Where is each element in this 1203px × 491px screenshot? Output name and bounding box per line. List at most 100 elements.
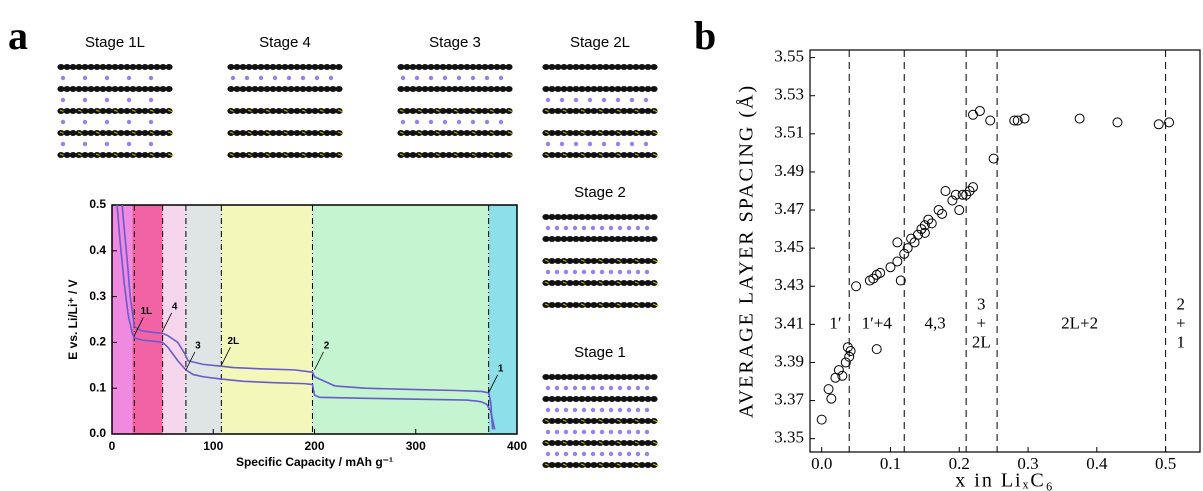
region-band [312, 205, 489, 434]
carbon-atom [638, 64, 646, 70]
lithium-atom [456, 119, 462, 125]
carbon-atom [560, 130, 568, 136]
carbon-atom [287, 108, 295, 114]
carbon-atom [566, 130, 574, 136]
carbon-atom [269, 108, 277, 114]
carbon-atom [566, 462, 574, 468]
carbon-atom [457, 152, 465, 158]
carbon-atom [439, 108, 447, 114]
carbon-atom [596, 236, 604, 242]
lithium-atom [470, 75, 476, 81]
carbon-atom [141, 108, 149, 114]
carbon-atom [87, 64, 95, 70]
lithium-atom [615, 97, 621, 103]
carbon-atom [560, 374, 568, 380]
lithium-atom [563, 225, 569, 231]
lithium-atom [498, 75, 504, 81]
carbon-atom [584, 130, 592, 136]
carbon-atom [75, 64, 83, 70]
carbon-atom [129, 130, 137, 136]
carbon-atom [554, 130, 562, 136]
carbon-atom [644, 302, 652, 308]
data-point [1012, 115, 1023, 126]
carbon-atom [644, 374, 652, 380]
carbon-atom [81, 108, 89, 114]
carbon-atom [644, 462, 652, 468]
carbon-atom [63, 108, 71, 114]
x-tick-label: 0.4 [1086, 454, 1108, 473]
carbon-atom [409, 108, 417, 114]
carbon-atom [233, 152, 241, 158]
carbon-atom [602, 418, 610, 424]
carbon-atom [141, 64, 149, 70]
carbon-atom [415, 64, 423, 70]
carbon-atom [596, 214, 604, 220]
data-point [919, 220, 930, 231]
lithium-atom [104, 75, 110, 81]
carbon-atom [445, 152, 453, 158]
carbon-atom [590, 374, 598, 380]
carbon-atom [123, 130, 131, 136]
carbon-atom [566, 418, 574, 424]
lithium-atom [644, 407, 650, 413]
carbon-atom [117, 130, 125, 136]
lithium-atom [572, 429, 578, 435]
region-label: 3 [977, 294, 986, 313]
bond [652, 153, 659, 157]
carbon-atom [548, 152, 556, 158]
carbon-atom [572, 152, 580, 158]
carbon-atom [644, 86, 652, 92]
lithium-atom [599, 429, 605, 435]
y-tick-label: 0.1 [89, 380, 106, 394]
carbon-atom [638, 86, 646, 92]
carbon-atom [548, 280, 556, 286]
lithium-atom [635, 407, 641, 413]
carbon-atom [287, 130, 295, 136]
lithium-atom [635, 385, 641, 391]
carbon-atom [608, 258, 616, 264]
bond [167, 153, 174, 157]
carbon-atom [650, 280, 658, 286]
carbon-atom [257, 64, 265, 70]
lithium-atom [572, 269, 578, 275]
carbon-atom [554, 462, 562, 468]
lithium-atom [126, 141, 132, 147]
carbon-atom [596, 258, 604, 264]
carbon-atom [590, 64, 598, 70]
carbon-atom [632, 418, 640, 424]
carbon-atom [457, 108, 465, 114]
carbon-atom [87, 108, 95, 114]
carbon-atom [644, 64, 652, 70]
carbon-atom [57, 130, 65, 136]
carbon-atom [620, 440, 628, 446]
carbon-atom [602, 64, 610, 70]
data-point [816, 414, 827, 425]
carbon-atom [329, 86, 337, 92]
carbon-atom [572, 214, 580, 220]
carbon-atom [305, 108, 313, 114]
carbon-atom [75, 152, 83, 158]
carbon-atom [584, 374, 592, 380]
carbon-atom [650, 108, 658, 114]
carbon-atom [87, 86, 95, 92]
carbon-atom [548, 258, 556, 264]
lithium-atom [590, 407, 596, 413]
carbon-atom [257, 152, 265, 158]
carbon-atom [608, 214, 616, 220]
y-tick-label: 3.41 [774, 313, 804, 332]
carbon-atom [81, 152, 89, 158]
carbon-atom [566, 302, 574, 308]
carbon-atom [614, 236, 622, 242]
carbon-atom [499, 108, 507, 114]
x-tick-label: 0.0 [811, 454, 832, 473]
lithium-atom [587, 97, 593, 103]
crystal-structure [227, 64, 344, 158]
carbon-atom [602, 462, 610, 468]
y-tick-label: 0.4 [89, 243, 106, 257]
carbon-atom [614, 462, 622, 468]
carbon-atom [397, 108, 405, 114]
carbon-atom [626, 64, 634, 70]
carbon-atom [493, 152, 501, 158]
carbon-atom [335, 108, 343, 114]
carbon-atom [584, 280, 592, 286]
